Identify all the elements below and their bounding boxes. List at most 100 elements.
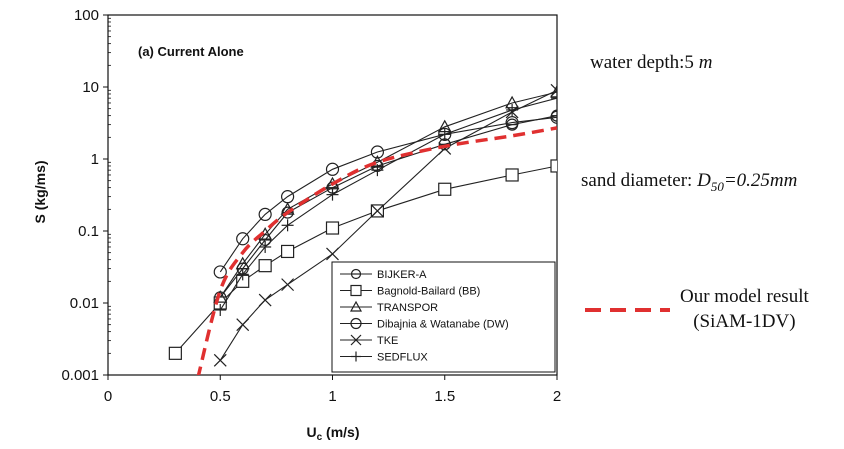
marker-circle xyxy=(350,317,362,330)
data-point xyxy=(551,92,557,105)
sand-diameter-value: =0.25mm xyxy=(723,170,798,191)
marker-circle xyxy=(213,265,227,279)
legend-swatch-marker xyxy=(350,334,362,346)
legend-label: Dibajnia & Watanabe (DW) xyxy=(377,319,509,331)
marker-square xyxy=(325,221,340,235)
data-point xyxy=(236,318,250,332)
data-point xyxy=(281,244,295,259)
data-point xyxy=(236,232,250,246)
data-point xyxy=(506,103,519,116)
series-line xyxy=(219,116,557,273)
marker-circle xyxy=(281,190,295,204)
water-depth-annotation: water depth:5 m xyxy=(590,52,712,74)
series-7 xyxy=(196,126,557,375)
marker-square xyxy=(438,182,452,196)
data-point xyxy=(438,128,451,141)
data-point xyxy=(168,346,182,360)
data-point xyxy=(370,204,384,218)
data-point xyxy=(370,145,384,159)
marker-square xyxy=(350,284,362,297)
data-point xyxy=(550,110,557,124)
marker-x-a xyxy=(550,83,557,92)
marker-x-b xyxy=(236,318,250,332)
marker-circle xyxy=(325,162,340,176)
data-point xyxy=(438,182,452,196)
x-tick-label: 1.5 xyxy=(434,388,455,405)
data-point xyxy=(326,188,339,201)
y-tick-label: 0.1 xyxy=(78,223,99,240)
data-point xyxy=(236,268,249,281)
model-result-label-line1: Our model result xyxy=(680,286,809,307)
data-point xyxy=(550,83,557,97)
legend-entry: SEDFLUX xyxy=(340,351,428,364)
legend-label: BIJKER-A xyxy=(377,269,427,281)
y-tick-label: 0.001 xyxy=(61,367,99,384)
legend-entry: BIJKER-A xyxy=(340,268,427,281)
axes: 0 0.5 1 1.5 2 0.001 0.01 0.1 1 10 100 xyxy=(61,7,561,405)
marker-square xyxy=(258,259,272,273)
y-tick-label: 10 xyxy=(82,79,99,96)
legend-label: TKE xyxy=(377,335,398,347)
data-point xyxy=(213,265,227,279)
data-point xyxy=(258,293,272,307)
sand-diameter-annotation: sand diameter: D50=0.25mm xyxy=(581,170,797,195)
series-6 xyxy=(214,92,557,316)
marker-circle xyxy=(370,145,384,159)
x-tick-label: 1 xyxy=(328,388,336,405)
data-point xyxy=(505,168,519,182)
data-point xyxy=(259,240,272,253)
data-point xyxy=(371,164,384,177)
legend-entry: TKE xyxy=(340,334,398,347)
legend-label: SEDFLUX xyxy=(377,352,428,364)
marker-x-b xyxy=(326,247,339,261)
marker-x-b xyxy=(213,353,227,367)
y-tick-label: 100 xyxy=(74,7,99,24)
sand-diameter-text: sand diameter: xyxy=(581,170,698,191)
x-axis-label-sub: c xyxy=(317,432,323,443)
legend-entry: TRANSPOR xyxy=(340,300,438,314)
x-axis-label: Uc (m/s) xyxy=(306,424,359,443)
legend-label: Bagnold-Bailard (BB) xyxy=(377,286,480,298)
data-point xyxy=(214,303,227,316)
legend-entries: BIJKER-A Bagnold-Bailard (BB) TRANSPOR Diba… xyxy=(340,268,509,364)
marker-circle xyxy=(258,207,272,222)
data-point xyxy=(550,159,557,173)
legend: BIJKER-A Bagnold-Bailard (BB) TRANSPOR Diba… xyxy=(331,261,556,373)
marker-square xyxy=(505,168,519,182)
legend-swatch-marker xyxy=(350,268,362,280)
data-point xyxy=(281,190,295,204)
legend-label: TRANSPOR xyxy=(377,302,438,314)
marker-circle xyxy=(505,116,519,130)
model-result-label: Our model result (SiAM-1DV) xyxy=(680,284,809,334)
water-depth-text: water depth:5 xyxy=(590,52,699,73)
data-point xyxy=(281,219,294,232)
marker-x-b xyxy=(350,334,362,346)
legend-swatch-marker xyxy=(351,351,361,362)
data-point xyxy=(505,116,519,130)
y-tick-label: 0.01 xyxy=(70,295,99,312)
data-point xyxy=(213,353,227,367)
series-layer xyxy=(168,83,557,375)
legend-swatch-marker xyxy=(350,284,362,297)
legend-entry: Bagnold-Bailard (BB) xyxy=(340,284,480,298)
y-tick-label: 1 xyxy=(91,151,99,168)
marker-square xyxy=(281,244,295,259)
sand-diameter-sub: 50 xyxy=(710,178,724,194)
y-axis-label: S (kg/ms) xyxy=(32,160,48,223)
data-point xyxy=(325,221,340,235)
x-axis-label-symbol: U xyxy=(306,424,316,440)
marker-circle xyxy=(550,110,557,124)
x-tick-label: 0 xyxy=(104,388,112,405)
marker-x-b xyxy=(258,293,272,307)
legend-entry: Dibajnia & Watanabe (DW) xyxy=(340,317,509,331)
x-tick-label: 0.5 xyxy=(210,388,231,405)
data-point xyxy=(326,247,339,261)
data-point xyxy=(258,207,272,222)
series-5 xyxy=(213,83,557,367)
model-result-line xyxy=(196,126,557,375)
water-depth-unit: m xyxy=(698,52,713,73)
data-point xyxy=(258,259,272,273)
marker-x-b xyxy=(281,278,295,292)
marker-triangle xyxy=(349,300,363,312)
